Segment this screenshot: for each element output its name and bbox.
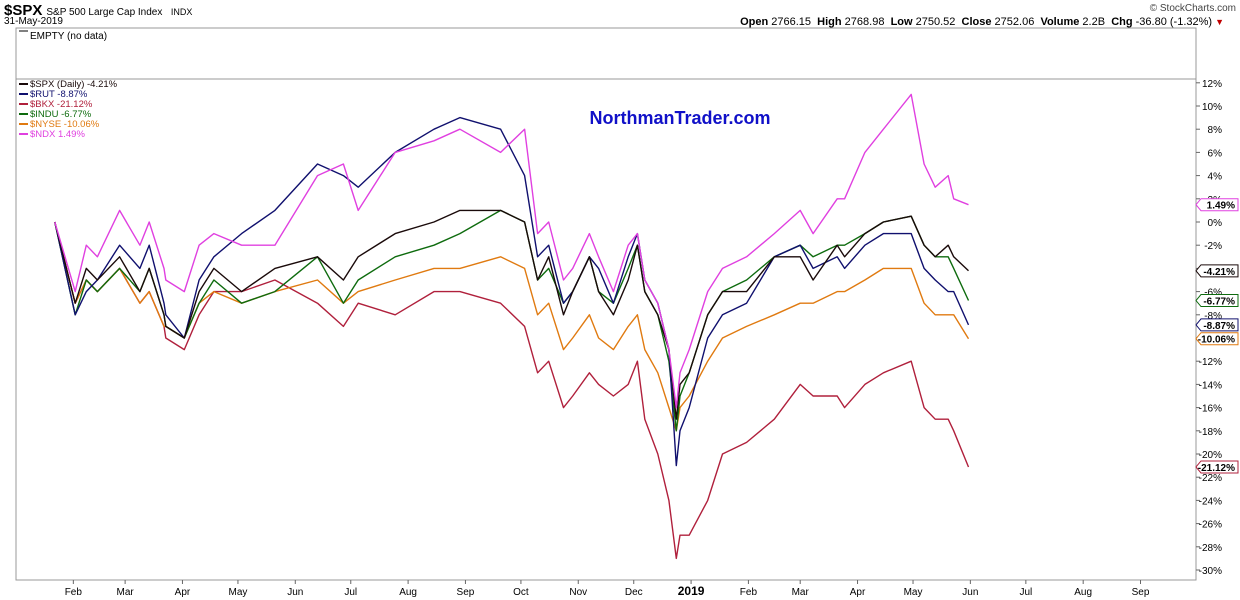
y-tick-label: -6%	[1204, 288, 1222, 299]
x-tick-label: Jul	[1019, 587, 1032, 598]
volume-value: 2.2B	[1082, 16, 1106, 28]
x-tick-label: Apr	[175, 587, 191, 598]
series-line-bkx	[54, 221, 970, 560]
y-tick-label: -14%	[1199, 380, 1222, 391]
symbol-description: S&P 500 Large Cap Index	[46, 7, 163, 18]
low-value: 2750.52	[915, 16, 956, 28]
y-tick-label: -12%	[1199, 357, 1222, 368]
chart-header: $SPX S&P 500 Large Cap Index INDX	[4, 2, 424, 20]
x-tick-label: Apr	[850, 587, 866, 598]
series-line-indu	[54, 209, 970, 432]
end-label-box	[1195, 318, 1239, 332]
end-label-box	[1195, 264, 1239, 278]
x-tick-label: Jun	[287, 587, 303, 598]
y-tick-label: 8%	[1208, 125, 1223, 136]
empty-panel-frame	[15, 27, 1197, 80]
close-value: 2752.06	[994, 16, 1035, 28]
x-tick-label: Sep	[457, 587, 475, 598]
quote-bar: Open 2766.15 High 2768.98 Low 2750.52 Cl…	[740, 16, 1224, 28]
volume-label: Volume	[1040, 16, 1080, 28]
empty-panel-label: EMPTY (no data)	[30, 31, 107, 42]
stockcharts-credit: © StockCharts.com	[1149, 3, 1236, 14]
open-value: 2766.15	[771, 16, 812, 28]
series-line-rut	[54, 116, 970, 467]
watermark-text: NorthmanTrader.com	[589, 108, 770, 128]
legend-entry: $NDX 1.49%	[30, 129, 85, 140]
open-label: Open	[740, 16, 769, 28]
x-tick-label: Sep	[1132, 587, 1150, 598]
y-tick-label: -18%	[1199, 427, 1222, 438]
symbol-label: $SPX	[4, 2, 43, 19]
legend-entry: $SPX (Daily) -4.21%	[30, 79, 118, 90]
exchange-label: INDX	[170, 7, 193, 17]
low-label: Low	[890, 16, 913, 28]
y-tick-label: -20%	[1199, 450, 1222, 461]
x-tick-label: 2019	[678, 584, 705, 598]
legend: $SPX (Daily) -4.21%$RUT -8.87%$BKX -21.1…	[19, 79, 118, 140]
x-tick-label: Jun	[962, 587, 978, 598]
chart-date: 31-May-2019	[4, 16, 63, 27]
end-label-box	[1195, 460, 1239, 474]
end-label-text: -6.77%	[1203, 297, 1235, 308]
chg-label: Chg	[1111, 16, 1133, 28]
end-label-text: -21.12%	[1198, 463, 1235, 474]
x-tick-label: May	[228, 587, 247, 598]
series-line-spx	[54, 209, 969, 420]
x-tick-label: Dec	[625, 587, 643, 598]
legend-entry: $NYSE -10.06%	[30, 119, 100, 130]
x-tick-label: Aug	[1074, 587, 1092, 598]
y-tick-label: 0%	[1208, 218, 1223, 229]
end-label-box	[1195, 332, 1239, 346]
close-label: Close	[961, 16, 992, 28]
x-tick-label: May	[904, 587, 923, 598]
y-tick-label: -8%	[1204, 311, 1222, 322]
y-tick-label: -24%	[1199, 496, 1222, 507]
high-label: High	[817, 16, 842, 28]
x-tick-label: Mar	[117, 587, 135, 598]
chart-frame	[15, 27, 1197, 581]
end-label-box	[1195, 294, 1239, 308]
y-tick-label: -28%	[1199, 543, 1222, 554]
end-label-text: -4.21%	[1203, 267, 1235, 278]
legend-entry: $INDU -6.77%	[30, 109, 92, 120]
y-tick-label: 4%	[1208, 172, 1223, 183]
y-tick-label: -22%	[1199, 473, 1222, 484]
x-tick-label: Feb	[65, 587, 83, 598]
legend-entry: $RUT -8.87%	[30, 89, 88, 100]
x-tick-label: Feb	[740, 587, 758, 598]
high-value: 2768.98	[844, 16, 885, 28]
end-label-text: -8.87%	[1203, 321, 1235, 332]
y-tick-label: -30%	[1199, 566, 1222, 577]
down-arrow-icon: ▼	[1215, 17, 1224, 27]
end-label-text: 1.49%	[1207, 201, 1235, 212]
x-tick-label: Aug	[399, 587, 417, 598]
y-tick-label: 10%	[1202, 102, 1222, 113]
chg-value: -36.80 (-1.32%)	[1135, 16, 1213, 28]
end-label-text: -10.06%	[1198, 335, 1235, 346]
series-line-ndx	[54, 93, 969, 409]
y-tick-label: -26%	[1199, 520, 1222, 531]
end-label-box	[1195, 198, 1239, 212]
plot-frame	[15, 78, 1197, 581]
y-tick-label: -16%	[1199, 404, 1222, 415]
y-tick-label: 12%	[1202, 79, 1222, 90]
x-tick-label: Mar	[792, 587, 810, 598]
x-tick-label: Jul	[344, 587, 357, 598]
legend-entry: $BKX -21.12%	[30, 99, 93, 110]
y-tick-label: 6%	[1208, 148, 1223, 159]
series-lines	[54, 93, 970, 560]
y-tick-label: -2%	[1204, 241, 1222, 252]
x-axis: Feb Mar Apr May Jun Jul Aug Sep Oct Nov Dec 2019 Feb…	[65, 580, 1150, 598]
x-tick-label: Oct	[513, 587, 529, 598]
end-value-labels: 1.49% -4.21% -6.77% -8.87% -10.06% -21.12%	[1195, 198, 1239, 474]
x-tick-label: Nov	[569, 587, 587, 598]
